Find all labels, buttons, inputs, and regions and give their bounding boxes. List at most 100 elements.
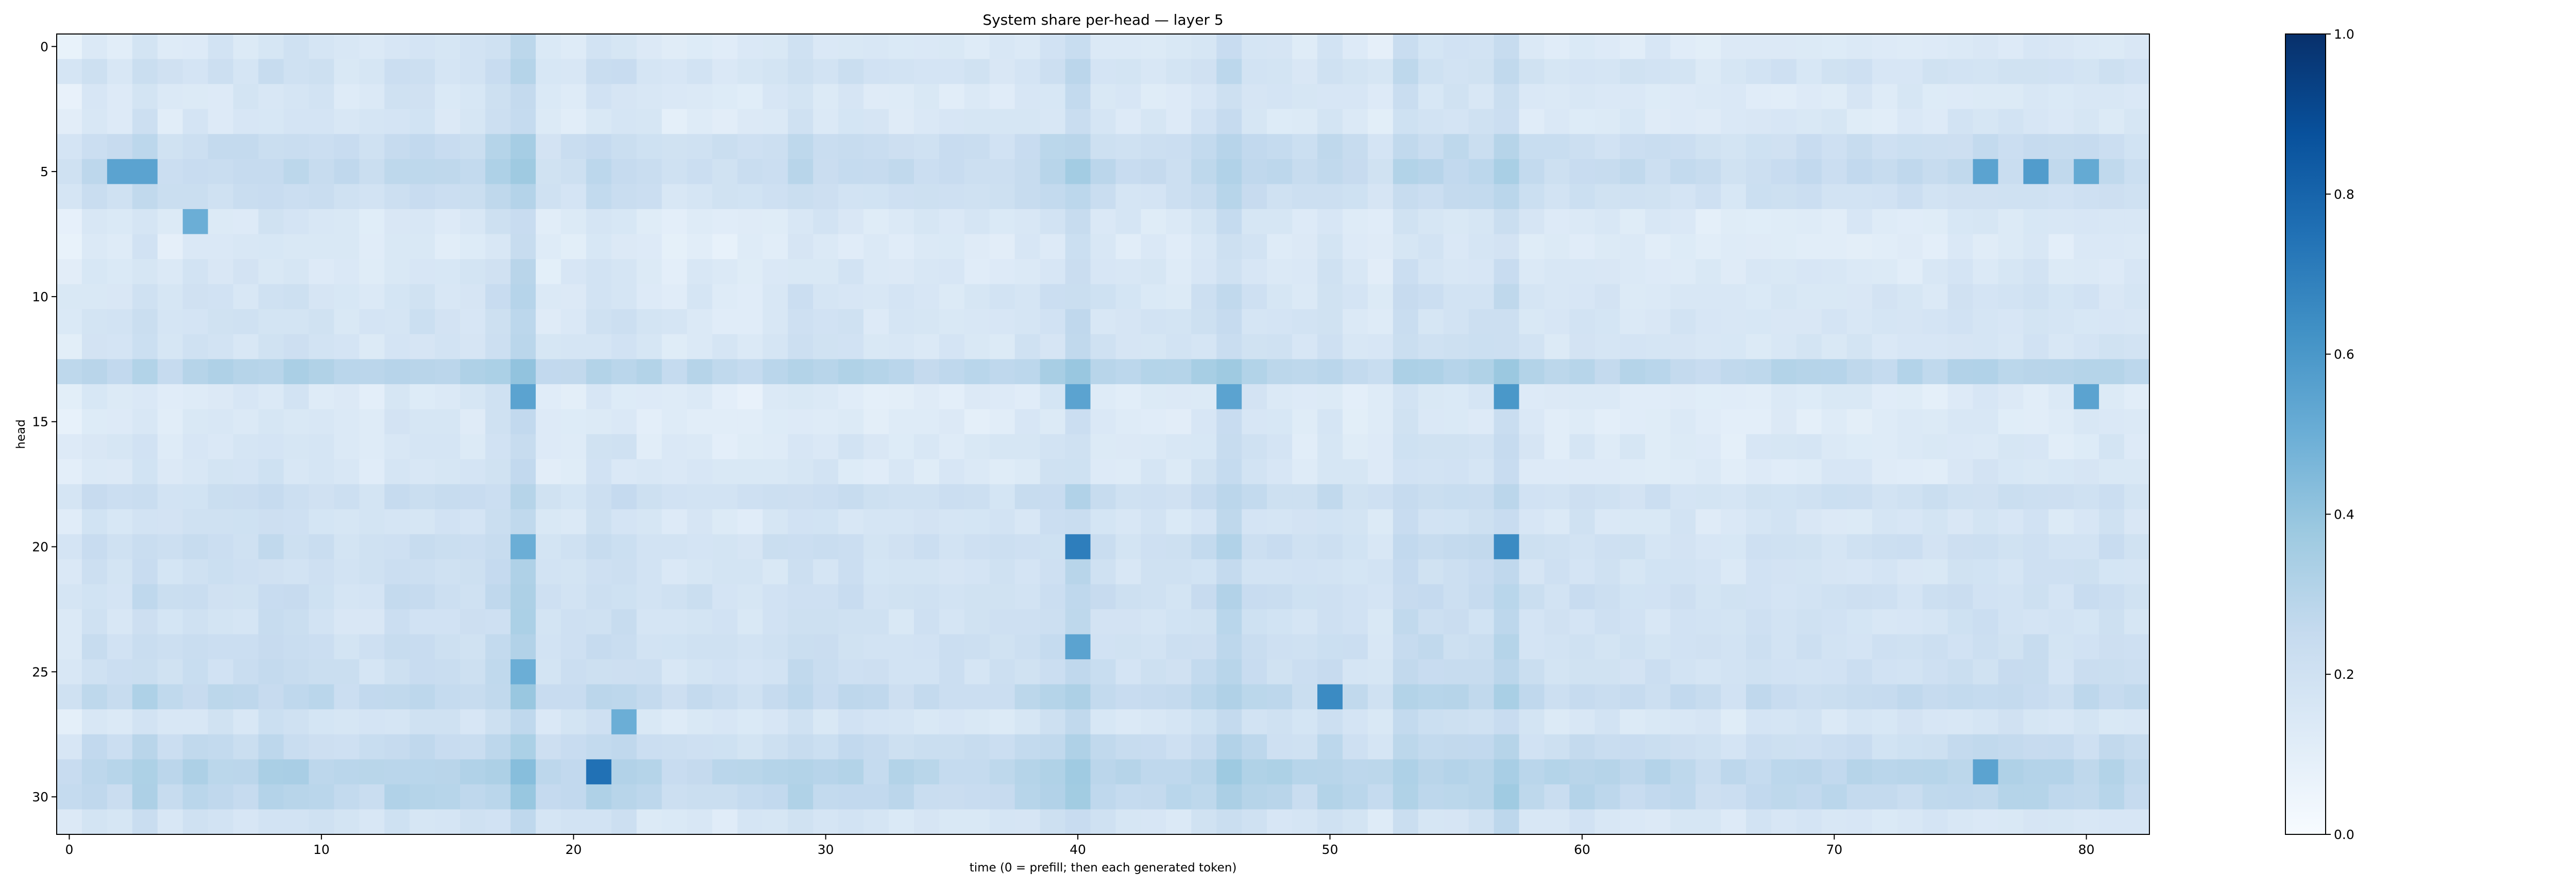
heatmap-cell	[2099, 484, 2125, 510]
heatmap-cell	[2074, 709, 2099, 735]
heatmap-cell	[1745, 584, 1772, 610]
heatmap-cell	[1191, 59, 1217, 84]
heatmap-cell	[1191, 384, 1217, 410]
y-tick-label: 25	[32, 664, 48, 679]
heatmap-cell	[1569, 59, 1595, 84]
heatmap-cell	[359, 109, 385, 134]
heatmap-cell	[1771, 709, 1797, 735]
heatmap-cell	[712, 484, 738, 510]
heatmap-cell	[208, 734, 234, 760]
heatmap-cell	[334, 634, 360, 660]
heatmap-cell	[1191, 784, 1217, 810]
heatmap-cell	[1115, 709, 1142, 735]
heatmap-cell	[1519, 34, 1545, 60]
heatmap-cell	[687, 534, 713, 560]
heatmap-cell	[586, 209, 612, 235]
heatmap-cell	[1922, 259, 1948, 285]
heatmap-cell	[913, 809, 940, 835]
heatmap-cell	[561, 484, 587, 510]
heatmap-cell	[157, 734, 183, 760]
heatmap-cell	[1745, 659, 1772, 685]
heatmap-cell	[964, 109, 990, 134]
heatmap-cell	[410, 734, 435, 760]
heatmap-cell	[1519, 184, 1545, 210]
heatmap-cell	[1242, 209, 1267, 235]
heatmap-cell	[762, 684, 788, 710]
heatmap-cell	[813, 384, 839, 410]
heatmap-cell	[182, 484, 209, 510]
heatmap-cell	[1292, 259, 1318, 285]
heatmap-cell	[1141, 584, 1166, 610]
heatmap-cell	[233, 384, 259, 410]
heatmap-cell	[2048, 509, 2074, 535]
heatmap-cell	[57, 109, 82, 134]
heatmap-cell	[687, 684, 713, 710]
heatmap-cell	[1872, 34, 1898, 60]
heatmap-cell	[1166, 59, 1192, 84]
heatmap-cell	[1014, 59, 1041, 84]
heatmap-cell	[762, 734, 788, 760]
heatmap-cell	[989, 609, 1015, 635]
heatmap-cell	[611, 309, 637, 335]
heatmap-cell	[283, 409, 309, 435]
heatmap-cell	[1947, 584, 1974, 610]
heatmap-cell	[1040, 584, 1066, 610]
heatmap-cell	[1620, 359, 1646, 385]
heatmap-cell	[636, 809, 663, 835]
heatmap-cell	[913, 209, 940, 235]
heatmap-cell	[712, 209, 738, 235]
heatmap-cell	[334, 709, 360, 735]
heatmap-cell	[510, 359, 536, 385]
heatmap-cell	[788, 634, 814, 660]
heatmap-cell	[1393, 334, 1419, 360]
heatmap-cell	[535, 709, 562, 735]
heatmap-cell	[1973, 384, 1998, 410]
heatmap-cell	[687, 559, 713, 585]
heatmap-cell	[1620, 759, 1646, 785]
heatmap-cell	[1846, 784, 1873, 810]
heatmap-cell	[57, 409, 82, 435]
heatmap-cell	[309, 359, 334, 385]
heatmap-cell	[208, 584, 234, 610]
heatmap-cell	[762, 559, 788, 585]
heatmap-cell	[561, 159, 587, 184]
heatmap-cell	[2048, 284, 2074, 310]
heatmap-cell	[182, 659, 209, 685]
heatmap-cell	[1696, 309, 1721, 335]
heatmap-cell	[2023, 659, 2049, 685]
heatmap-cell	[1040, 534, 1066, 560]
heatmap-cell	[1367, 134, 1394, 160]
heatmap-cell	[233, 334, 259, 360]
heatmap-cell	[1519, 809, 1545, 835]
heatmap-cell	[435, 34, 461, 60]
heatmap-cell	[1947, 734, 1974, 760]
heatmap-cell	[1872, 484, 1898, 510]
heatmap-cell	[1670, 84, 1696, 110]
heatmap-cell	[1418, 809, 1444, 835]
heatmap-cell	[636, 34, 663, 60]
heatmap-cell	[2074, 509, 2099, 535]
heatmap-cell	[838, 59, 864, 84]
heatmap-cell	[1796, 409, 1822, 435]
heatmap-cell	[838, 109, 864, 134]
heatmap-cell	[1065, 759, 1091, 785]
heatmap-cell	[182, 134, 209, 160]
heatmap-cell	[1141, 459, 1166, 485]
heatmap-cell	[1317, 359, 1343, 385]
heatmap-cell	[1544, 484, 1570, 510]
heatmap-cell	[1544, 509, 1570, 535]
heatmap-cell	[510, 109, 536, 134]
heatmap-cell	[485, 284, 511, 310]
heatmap-cell	[132, 559, 158, 585]
heatmap-cell	[57, 709, 82, 735]
heatmap-cell	[1468, 734, 1495, 760]
heatmap-cell	[611, 234, 637, 260]
heatmap-cell	[334, 34, 360, 60]
heatmap-cell	[662, 484, 688, 510]
heatmap-cell	[1696, 59, 1721, 84]
heatmap-cell	[1569, 559, 1595, 585]
heatmap-cell	[410, 259, 435, 285]
heatmap-cell	[1745, 309, 1772, 335]
heatmap-cell	[1367, 384, 1394, 410]
heatmap-cell	[334, 309, 360, 335]
